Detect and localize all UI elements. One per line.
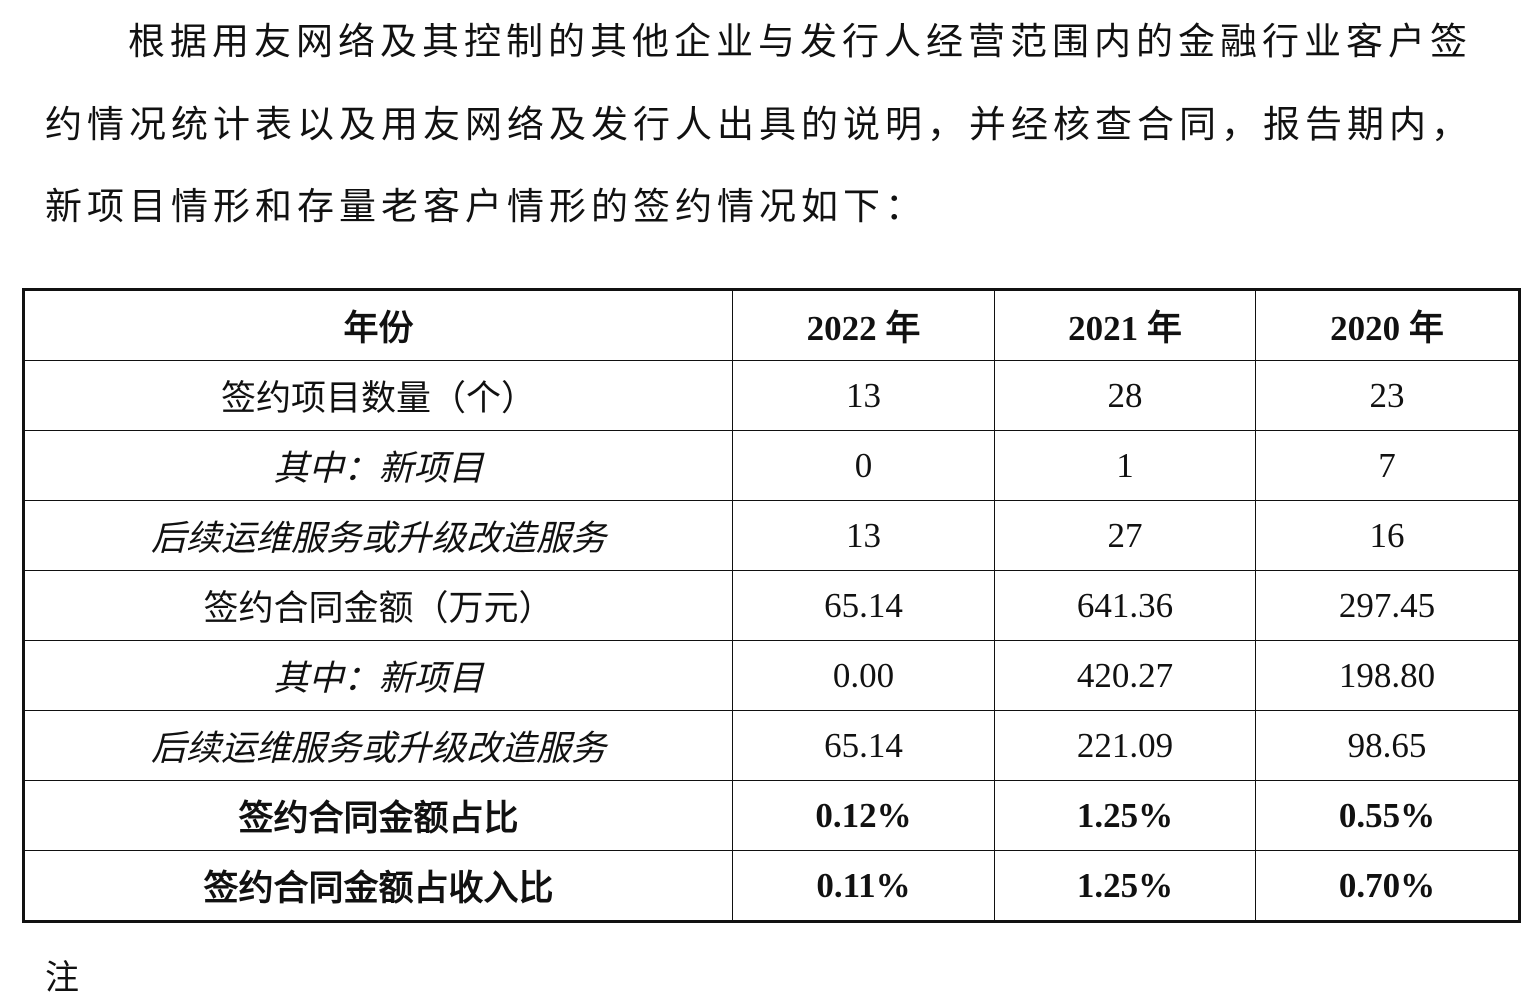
header-cell: 2022 年 [732, 289, 995, 361]
table-cell: 其中：新项目 [23, 640, 733, 711]
table-cell: 签约合同金额占比 [23, 780, 733, 851]
table-row: 签约合同金额占比 0.12% 1.25% 0.55% [23, 780, 1520, 851]
table-cell: 0.12% [732, 780, 995, 851]
paragraph-line: 根据用友网络及其控制的其他企业与发行人经营范围内的金融行业客户签 [128, 22, 1472, 63]
table-cell: 7 [1255, 430, 1520, 501]
table-cell: 1.25% [994, 780, 1256, 851]
table-cell: 221.09 [994, 710, 1256, 781]
table-cell: 签约项目数量（个） [23, 360, 733, 431]
table-cell: 23 [1255, 360, 1520, 431]
table-cell: 27 [994, 500, 1256, 571]
table-row: 其中：新项目 0.00 420.27 198.80 [23, 640, 1520, 711]
paragraph-line: 约情况统计表以及用友网络及发行人出具的说明，并经核查合同，报告期内， [45, 105, 1473, 146]
table-cell: 0 [732, 430, 995, 501]
table-row: 其中：新项目 0 1 7 [23, 430, 1520, 501]
header-cell: 2020 年 [1255, 289, 1520, 361]
table-cell: 65.14 [732, 570, 995, 641]
table-cell: 1.25% [994, 850, 1256, 922]
table-cell: 16 [1255, 500, 1520, 571]
table-row: 后续运维服务或升级改造服务 65.14 221.09 98.65 [23, 710, 1520, 781]
table-cell: 0.55% [1255, 780, 1520, 851]
table-cell: 28 [994, 360, 1256, 431]
table-cell: 0.11% [732, 850, 995, 922]
paragraph-line: 新项目情形和存量老客户情形的签约情况如下： [45, 187, 927, 228]
table-cell: 签约合同金额（万元） [23, 570, 733, 641]
header-cell: 2021 年 [994, 289, 1256, 361]
table-row: 签约项目数量（个） 13 28 23 [23, 360, 1520, 431]
table-cell: 后续运维服务或升级改造服务 [23, 710, 733, 781]
table-cell: 98.65 [1255, 710, 1520, 781]
header-row: 年份 2022 年 2021 年 2020 年 [23, 289, 1520, 361]
table-cell: 0.00 [732, 640, 995, 711]
note: 注 [45, 960, 79, 997]
table-cell: 后续运维服务或升级改造服务 [23, 500, 733, 571]
table-cell: 420.27 [994, 640, 1256, 711]
table-cell: 198.80 [1255, 640, 1520, 711]
table-cell: 13 [732, 360, 995, 431]
table-cell: 13 [732, 500, 995, 571]
table-cell: 签约合同金额占收入比 [23, 850, 733, 922]
table-row: 签约合同金额（万元） 65.14 641.36 297.45 [23, 570, 1520, 641]
table-row: 后续运维服务或升级改造服务 13 27 16 [23, 500, 1520, 571]
table-cell: 其中：新项目 [23, 430, 733, 501]
table-cell: 641.36 [994, 570, 1256, 641]
table-cell: 65.14 [732, 710, 995, 781]
header-cell: 年份 [23, 289, 733, 361]
table-row: 签约合同金额占收入比 0.11% 1.25% 0.70% [23, 850, 1520, 922]
page: 根据用友网络及其控制的其他企业与发行人经营范围内的金融行业客户签 约情况统计表以… [22, 22, 1521, 997]
table-cell: 1 [994, 430, 1256, 501]
table-cell: 297.45 [1255, 570, 1520, 641]
table-cell: 0.70% [1255, 850, 1520, 922]
data-table: 年份 2022 年 2021 年 2020 年签约项目数量（个） 13 28 23 其中：新项… [22, 288, 1521, 923]
